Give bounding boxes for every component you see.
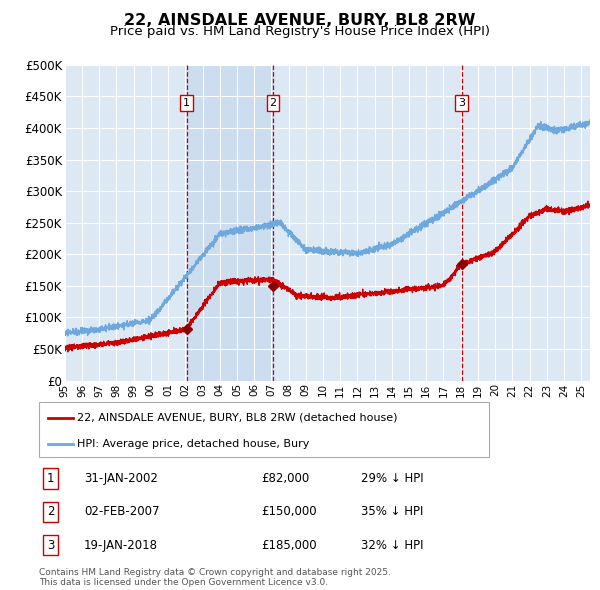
Bar (187, 65, 273, 381)
Text: 35% ↓ HPI: 35% ↓ HPI (361, 506, 424, 519)
Text: 1: 1 (47, 472, 55, 485)
Text: £185,000: £185,000 (261, 539, 316, 552)
Text: 19-JAN-2018: 19-JAN-2018 (84, 539, 158, 552)
Text: 2: 2 (47, 506, 55, 519)
Text: 22, AINSDALE AVENUE, BURY, BL8 2RW (detached house): 22, AINSDALE AVENUE, BURY, BL8 2RW (deta… (77, 413, 398, 423)
Text: 2: 2 (269, 98, 277, 108)
Text: Contains HM Land Registry data © Crown copyright and database right 2025.
This d: Contains HM Land Registry data © Crown c… (39, 568, 391, 587)
Text: 02-FEB-2007: 02-FEB-2007 (84, 506, 160, 519)
Text: 3: 3 (458, 98, 465, 108)
Text: 32% ↓ HPI: 32% ↓ HPI (361, 539, 424, 552)
Text: 29% ↓ HPI: 29% ↓ HPI (361, 472, 424, 485)
Text: Price paid vs. HM Land Registry's House Price Index (HPI): Price paid vs. HM Land Registry's House … (110, 25, 490, 38)
Text: HPI: Average price, detached house, Bury: HPI: Average price, detached house, Bury (77, 438, 310, 448)
Text: £82,000: £82,000 (261, 472, 309, 485)
FancyBboxPatch shape (39, 402, 489, 457)
Text: 22, AINSDALE AVENUE, BURY, BL8 2RW: 22, AINSDALE AVENUE, BURY, BL8 2RW (124, 13, 476, 28)
Text: 1: 1 (183, 98, 190, 108)
Text: £150,000: £150,000 (261, 506, 316, 519)
Text: 3: 3 (47, 539, 55, 552)
Text: 31-JAN-2002: 31-JAN-2002 (84, 472, 158, 485)
